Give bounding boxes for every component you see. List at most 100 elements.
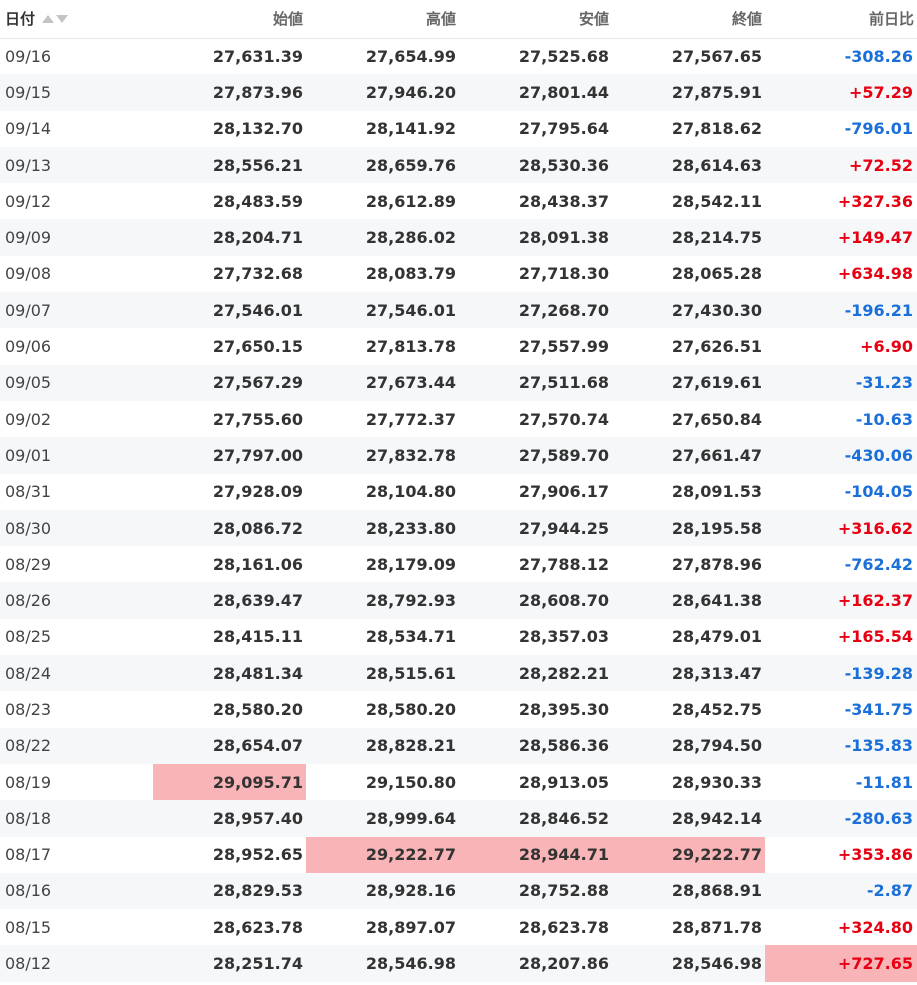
cell-change: -31.23	[765, 364, 917, 401]
table-row: 08/23 28,580.20 28,580.20 28,395.30 28,452.7…	[0, 691, 917, 728]
cell-change: +324.80	[765, 909, 917, 946]
cell-high: 27,654.99	[306, 38, 459, 75]
column-header-low: 安値	[459, 0, 612, 39]
cell-low: 28,752.88	[459, 872, 612, 910]
cell-low: 28,091.38	[459, 219, 612, 256]
table-row: 09/13 28,556.21 28,659.76 28,530.36 28,614.6…	[0, 146, 917, 184]
column-header-date-label: 日付	[5, 10, 36, 29]
cell-date: 09/01	[0, 437, 153, 474]
table-body: 09/16 27,631.39 27,654.99 27,525.68 27,567.6…	[0, 38, 917, 982]
table-row: 09/09 28,204.71 28,286.02 28,091.38 28,214.7…	[0, 219, 917, 256]
cell-open: 28,829.53	[153, 872, 306, 910]
cell-close: 28,452.75	[612, 691, 765, 728]
cell-low: 28,586.36	[459, 727, 612, 764]
cell-close: 28,542.11	[612, 183, 765, 220]
cell-change: +6.90	[765, 328, 917, 365]
cell-high: 29,222.77	[306, 836, 459, 873]
cell-high: 28,897.07	[306, 909, 459, 946]
cell-close: 27,878.96	[612, 546, 765, 583]
cell-open: 28,556.21	[153, 146, 306, 184]
table-row: 09/07 27,546.01 27,546.01 27,268.70 27,430.3…	[0, 292, 917, 329]
cell-high: 28,233.80	[306, 509, 459, 547]
cell-date: 09/05	[0, 364, 153, 401]
cell-open: 28,654.07	[153, 727, 306, 764]
cell-change: +165.54	[765, 618, 917, 656]
cell-open: 28,415.11	[153, 618, 306, 656]
cell-date: 09/14	[0, 110, 153, 147]
cell-change: -762.42	[765, 546, 917, 583]
cell-open: 27,873.96	[153, 74, 306, 111]
cell-high: 27,772.37	[306, 400, 459, 438]
cell-change: -196.21	[765, 292, 917, 329]
column-header-open: 始値	[153, 0, 306, 39]
cell-low: 28,846.52	[459, 800, 612, 837]
cell-low: 28,207.86	[459, 945, 612, 982]
cell-change: +149.47	[765, 219, 917, 256]
cell-low: 27,268.70	[459, 292, 612, 329]
cell-high: 28,928.16	[306, 872, 459, 910]
cell-date: 09/06	[0, 328, 153, 365]
cell-date: 09/02	[0, 400, 153, 438]
table-row: 08/19 29,095.71 29,150.80 28,913.05 28,930.3…	[0, 763, 917, 801]
cell-close: 27,818.62	[612, 110, 765, 147]
cell-date: 08/31	[0, 473, 153, 510]
cell-close: 28,195.58	[612, 509, 765, 547]
cell-change: +353.86	[765, 836, 917, 873]
cell-high: 27,832.78	[306, 437, 459, 474]
cell-close: 27,619.61	[612, 364, 765, 401]
cell-date: 08/23	[0, 691, 153, 728]
table-header: 日付 始値 高値 安値 終値 前日比	[0, 0, 917, 39]
sort-descending-icon[interactable]	[55, 14, 69, 24]
cell-open: 28,251.74	[153, 945, 306, 982]
cell-change: -11.81	[765, 763, 917, 801]
cell-high: 28,286.02	[306, 219, 459, 256]
table-row: 09/15 27,873.96 27,946.20 27,801.44 27,875.9…	[0, 74, 917, 111]
column-header-date[interactable]: 日付	[0, 0, 153, 39]
sort-ascending-icon[interactable]	[41, 14, 55, 24]
cell-high: 28,659.76	[306, 146, 459, 184]
table-row: 09/05 27,567.29 27,673.44 27,511.68 27,619.6…	[0, 364, 917, 401]
cell-close: 28,868.91	[612, 872, 765, 910]
table-row: 09/02 27,755.60 27,772.37 27,570.74 27,650.8…	[0, 400, 917, 438]
cell-close: 28,313.47	[612, 655, 765, 692]
table-row: 08/12 28,251.74 28,546.98 28,207.86 28,546.9…	[0, 945, 917, 982]
sort-arrows[interactable]	[41, 9, 69, 27]
cell-close: 28,091.53	[612, 473, 765, 510]
cell-low: 27,944.25	[459, 509, 612, 547]
cell-open: 27,546.01	[153, 292, 306, 329]
table-row: 09/01 27,797.00 27,832.78 27,589.70 27,661.4…	[0, 437, 917, 474]
cell-close: 27,430.30	[612, 292, 765, 329]
cell-open: 28,957.40	[153, 800, 306, 837]
cell-change: -10.63	[765, 400, 917, 438]
cell-open: 29,095.71	[153, 763, 306, 801]
cell-date: 09/16	[0, 38, 153, 75]
cell-high: 28,580.20	[306, 691, 459, 728]
cell-high: 28,083.79	[306, 255, 459, 293]
cell-date: 09/07	[0, 292, 153, 329]
cell-high: 28,999.64	[306, 800, 459, 837]
cell-low: 27,589.70	[459, 437, 612, 474]
cell-low: 27,801.44	[459, 74, 612, 111]
cell-change: -341.75	[765, 691, 917, 728]
cell-high: 28,612.89	[306, 183, 459, 220]
column-header-close: 終値	[612, 0, 765, 39]
cell-open: 28,132.70	[153, 110, 306, 147]
table-row: 08/30 28,086.72 28,233.80 27,944.25 28,195.5…	[0, 509, 917, 547]
cell-change: -308.26	[765, 38, 917, 75]
cell-open: 28,161.06	[153, 546, 306, 583]
cell-change: -796.01	[765, 110, 917, 147]
header-row: 日付 始値 高値 安値 終値 前日比	[0, 0, 917, 39]
cell-high: 28,104.80	[306, 473, 459, 510]
cell-close: 28,930.33	[612, 763, 765, 801]
cell-high: 27,946.20	[306, 74, 459, 111]
cell-close: 28,614.63	[612, 146, 765, 184]
cell-low: 28,623.78	[459, 909, 612, 946]
cell-open: 28,623.78	[153, 909, 306, 946]
cell-open: 28,580.20	[153, 691, 306, 728]
table-row: 09/08 27,732.68 28,083.79 27,718.30 28,065.2…	[0, 255, 917, 293]
cell-low: 27,570.74	[459, 400, 612, 438]
cell-high: 28,792.93	[306, 582, 459, 619]
cell-open: 27,797.00	[153, 437, 306, 474]
cell-open: 27,567.29	[153, 364, 306, 401]
cell-date: 09/13	[0, 146, 153, 184]
